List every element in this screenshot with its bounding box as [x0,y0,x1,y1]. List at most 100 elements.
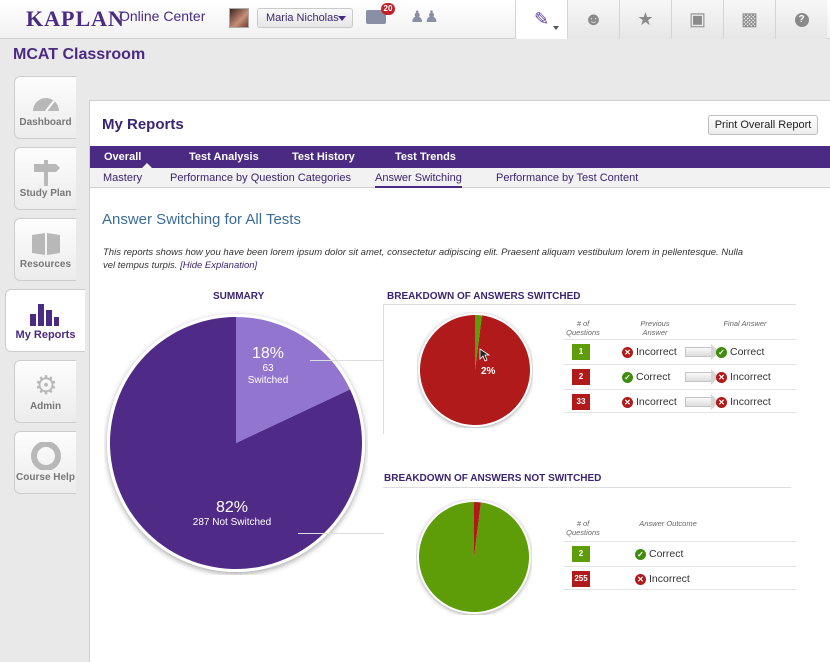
leader-line-switched [310,360,384,361]
sidebar-item-course-help[interactable]: Course Help [14,431,76,494]
primary-tabs: Overall Test Analysis Test History Test … [90,146,830,168]
previous-answer-text: Incorrect [636,346,677,358]
top-bar: KAPLAN Online Center Maria Nicholas 20 ♟… [0,0,830,39]
table-row: 2 ✓ Correct [564,541,796,565]
mail-badge: 20 [381,3,395,15]
people-icon[interactable]: ♟♟ [410,9,439,26]
summary-heading: SUMMARY [213,291,265,302]
tab-test-trends[interactable]: Test Trends [395,151,456,163]
bar-chart-icon [28,300,60,328]
mail-icon[interactable] [366,10,386,24]
video-icon[interactable]: ▩ [723,0,775,39]
col-previous-answer: Previous Answer [640,319,670,337]
sidebar-item-admin[interactable]: ⚙ Admin [14,360,76,423]
summary-pie-chart [107,314,365,572]
not-switched-table: # of Questions Answer Outcome 2 ✓ Correct… [564,519,796,594]
kaplan-logo[interactable]: KAPLAN [26,6,125,31]
pie-slice-switched[interactable] [236,317,351,443]
question-count: 1 [572,344,590,360]
final-answer: ✕ Incorrect [716,394,771,410]
gears-icon: ⚙ [34,370,58,400]
final-answer-text: Incorrect [730,396,771,408]
sidebar-item-label: Dashboard [19,117,72,128]
sidebar-item-study-plan[interactable]: Study Plan [14,147,76,210]
camera-icon[interactable]: ▣ [671,0,723,39]
page-title: My Reports [102,116,184,133]
subtab-question-categories[interactable]: Performance by Question Categories [170,172,351,184]
top-nav-icons: ✎ ☻ ★ ▣ ▩ ? [515,0,827,39]
not-switched-pie-chart [417,500,531,614]
subtab-test-content[interactable]: Performance by Test Content [496,172,639,184]
correct-icon: ✓ [716,347,727,358]
user-menu-button[interactable]: Maria Nicholas [257,8,353,28]
correct-icon: ✓ [622,372,633,383]
sidebar: Dashboard Study Plan Resources My Report… [5,76,85,502]
incorrect-icon: ✕ [622,347,633,358]
sidebar-item-resources[interactable]: Resources [14,218,76,281]
switched-table: # of Questions Previous Answer Final Ans… [564,319,796,419]
sidebar-item-label: My Reports [15,329,76,341]
heading-rule [383,304,796,305]
sidebar-item-dashboard[interactable]: Dashboard [14,76,76,139]
sidebar-item-label: Admin [29,401,62,412]
chevron-down-icon [338,16,346,21]
subtab-mastery[interactable]: Mastery [103,172,143,184]
switched-count: 63 [262,363,274,374]
user-name: Maria Nicholas [266,12,339,24]
incorrect-icon: ✕ [716,397,727,408]
signpost-icon [30,158,62,186]
help-icon[interactable]: ? [775,0,827,39]
sidebar-item-label: Resources [19,259,72,270]
pie-slice-correct[interactable] [475,315,482,370]
divider-line [383,304,384,434]
previous-answer: ✕ Incorrect [622,344,677,360]
sidebar-item-label: Course Help [16,472,75,483]
not-switched-percent: 82% [215,499,249,516]
secondary-tabs: Mastery Performance by Question Categori… [90,168,830,188]
answer-outcome-text: Incorrect [649,573,690,585]
final-answer-text: Incorrect [730,371,771,383]
table-row: 255 ✕ Incorrect [564,566,796,590]
final-answer: ✕ Incorrect [716,369,771,385]
lifebuoy-icon [30,441,62,471]
sidebar-item-my-reports[interactable]: My Reports [5,289,85,352]
previous-answer-text: Incorrect [636,396,677,408]
subtab-answer-switching[interactable]: Answer Switching [375,168,462,188]
question-count: 255 [572,571,590,587]
not-switched-breakdown-heading: BREAKDOWN OF ANSWERS NOT SWITCHED [384,473,602,484]
pie-slice-incorrect[interactable] [474,502,481,557]
book-icon [30,229,62,257]
explanation-body: This reports shows how you have been lor… [103,247,743,271]
hide-explanation-link[interactable]: [Hide Explanation] [180,260,258,271]
question-count: 33 [572,394,590,410]
classroom-title: MCAT Classroom [13,46,146,63]
question-count: 2 [572,546,590,562]
heading-rule [383,487,791,488]
pencil-icon[interactable]: ✎ [515,0,567,39]
table-row: 1 ✕ Incorrect ✓ Correct [564,339,796,363]
tab-test-history[interactable]: Test History [292,151,355,163]
answer-outcome: ✓ Correct [635,546,683,562]
incorrect-icon: ✕ [622,397,633,408]
not-switched-slice-label: 82% 287 Not Switched [167,499,297,529]
not-switched-label: 287 Not Switched [192,517,272,528]
tab-test-analysis[interactable]: Test Analysis [189,151,259,163]
arrow-right-icon [685,369,719,385]
leader-line-not-switched [298,533,384,534]
correct-icon: ✓ [635,549,646,560]
incorrect-icon: ✕ [716,372,727,383]
print-overall-report-button[interactable]: Print Overall Report [708,115,818,135]
switched-slice-label: 18% 63 Switched [223,345,313,387]
switched-pie-chart: 2% [418,313,532,427]
arrow-right-icon [685,344,719,360]
switched-breakdown-heading: BREAKDOWN OF ANSWERS SWITCHED [387,291,581,302]
group-icon[interactable]: ☻ [567,0,619,39]
stars-icon[interactable]: ★ [619,0,671,39]
final-answer-text: Correct [730,346,765,358]
avatar[interactable] [229,8,249,28]
answer-outcome-text: Correct [649,548,684,560]
arrow-right-icon [685,394,719,410]
col-final-answer: Final Answer [723,319,767,328]
section-title: Answer Switching for All Tests [102,211,301,228]
tab-overall[interactable]: Overall [104,146,189,168]
